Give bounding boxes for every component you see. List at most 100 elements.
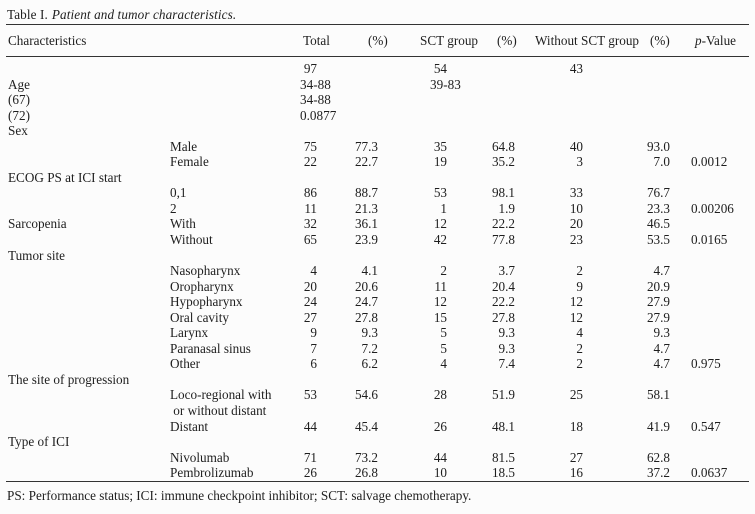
cell-without-sct-pct: 37.2 bbox=[646, 465, 671, 481]
cell-total bbox=[290, 372, 317, 388]
row-sublabel: Nasopharynx bbox=[170, 263, 241, 279]
cell-without-sct-pct bbox=[583, 57, 670, 77]
row-sublabel bbox=[170, 92, 290, 108]
cell-sct-pct: 51.9 bbox=[491, 387, 516, 403]
cell-total: 0.0877 bbox=[300, 107, 337, 123]
cell-without-sct: 20 bbox=[569, 216, 584, 232]
row-sublabel: Female bbox=[170, 154, 209, 170]
table-row: Pembrolizumab 26 26.8 10 18.5 16 37.2 0.0637 bbox=[6, 465, 749, 481]
cell-p-value bbox=[670, 372, 749, 388]
cell-sct bbox=[378, 248, 447, 264]
cell-without-sct-pct bbox=[583, 77, 670, 93]
row-label bbox=[6, 356, 170, 372]
cell-p-value: 0.975 bbox=[691, 356, 721, 372]
cell-sct: 12 bbox=[433, 294, 448, 310]
cell-total-pct: 88.7 bbox=[354, 185, 379, 201]
cell-sct: 5 bbox=[440, 340, 448, 356]
cell-total: 86 bbox=[303, 185, 318, 201]
col-header-without-sct-pct: (%) bbox=[650, 32, 670, 48]
row-label bbox=[6, 310, 170, 326]
table-row: Sex bbox=[6, 123, 749, 139]
cell-total-pct: 4.1 bbox=[361, 263, 379, 279]
table-row: Male 75 77.3 35 64.8 40 93.0 bbox=[6, 139, 749, 155]
cell-sct bbox=[378, 434, 447, 450]
col-header-characteristics: Characteristics bbox=[8, 32, 87, 48]
cell-sct: 5 bbox=[440, 325, 448, 341]
row-sublabel: Paranasal sinus bbox=[170, 340, 251, 356]
row-sublabel bbox=[170, 434, 290, 450]
cell-without-sct-pct bbox=[583, 92, 670, 108]
row-label bbox=[6, 263, 170, 279]
cell-total-pct bbox=[317, 123, 378, 139]
table-title: Table I. Patient and tumor characteristic… bbox=[6, 7, 749, 23]
cell-sct: 15 bbox=[433, 309, 448, 325]
table-row: Larynx 9 9.3 5 9.3 4 9.3 bbox=[6, 325, 749, 341]
table-row: Other 6 6.2 4 7.4 2 4.7 0.975 bbox=[6, 356, 749, 372]
table-footnote: PS: Performance status; ICI: immune chec… bbox=[7, 487, 472, 503]
row-sublabel: Hypopharynx bbox=[170, 294, 243, 310]
row-sublabel: Oropharynx bbox=[170, 278, 234, 294]
cell-sct-pct: 3.7 bbox=[498, 263, 516, 279]
row-label bbox=[6, 387, 170, 418]
cell-total-pct: 77.3 bbox=[354, 138, 379, 154]
cell-sct-pct bbox=[447, 123, 515, 139]
cell-sct: 39-83 bbox=[430, 76, 461, 92]
cell-total: 4 bbox=[310, 263, 318, 279]
cell-sct: 4 bbox=[440, 356, 448, 372]
cell-sct-pct: 1.9 bbox=[498, 200, 516, 216]
cell-total-pct bbox=[317, 170, 378, 186]
cell-sct: 28 bbox=[433, 387, 448, 403]
table-row: Nasopharynx 4 4.1 2 3.7 2 4.7 bbox=[6, 263, 749, 279]
cell-p-value bbox=[670, 170, 749, 186]
cell-p-value: 0.0012 bbox=[691, 154, 728, 170]
row-label bbox=[6, 232, 170, 248]
cell-total: 97 bbox=[303, 61, 318, 76]
cell-p-value: 0.547 bbox=[691, 418, 721, 434]
cell-sct: 26 bbox=[433, 418, 448, 434]
cell-sct: 11 bbox=[434, 278, 448, 294]
cell-total-pct: 21.3 bbox=[354, 200, 379, 216]
cell-total-pct bbox=[317, 434, 378, 450]
row-sublabel: Larynx bbox=[170, 325, 209, 341]
cell-sct-pct bbox=[447, 248, 515, 264]
cell-sct-pct bbox=[447, 372, 515, 388]
table-row: Paranasal sinus 7 7.2 5 9.3 2 4.7 bbox=[6, 341, 749, 357]
row-label bbox=[6, 279, 170, 295]
cell-sct-pct: 9.3 bbox=[498, 340, 516, 356]
cell-without-sct-pct: 76.7 bbox=[646, 185, 671, 201]
cell-without-sct-pct: 4.7 bbox=[653, 356, 671, 372]
table-row: Tumor site bbox=[6, 248, 749, 264]
cell-without-sct bbox=[515, 92, 583, 108]
cell-without-sct bbox=[515, 170, 583, 186]
cell-sct-pct: 81.5 bbox=[491, 449, 516, 465]
row-label bbox=[6, 57, 170, 77]
row-label bbox=[6, 185, 170, 201]
row-label bbox=[6, 465, 170, 481]
row-sublabel: Nivolumab bbox=[170, 449, 230, 465]
cell-p-value: 0.00206 bbox=[691, 200, 734, 216]
row-label: The site of progression bbox=[8, 371, 130, 387]
table-title-prefix: Table I. bbox=[7, 7, 48, 22]
cell-without-sct: 9 bbox=[576, 278, 584, 294]
row-sublabel: 0,1 bbox=[170, 185, 187, 201]
table-row: ECOG PS at ICI start bbox=[6, 170, 749, 186]
cell-without-sct-pct: 53.5 bbox=[646, 232, 671, 248]
cell-sct: 2 bbox=[440, 263, 448, 279]
row-label bbox=[6, 139, 170, 155]
cell-sct bbox=[378, 170, 447, 186]
cell-without-sct: 2 bbox=[576, 356, 584, 372]
cell-total: 65 bbox=[303, 232, 318, 248]
row-label: Tumor site bbox=[8, 247, 66, 263]
cell-without-sct: 4 bbox=[576, 325, 584, 341]
cell-total-pct: 45.4 bbox=[354, 418, 379, 434]
cell-total: 22 bbox=[303, 154, 318, 170]
cell-sct-pct bbox=[447, 57, 515, 77]
row-sublabel: 2 bbox=[170, 200, 177, 216]
cell-without-sct-pct bbox=[583, 123, 670, 139]
cell-p-value bbox=[670, 248, 749, 264]
cell-total: 20 bbox=[303, 278, 318, 294]
cell-sct-pct: 27.8 bbox=[491, 309, 516, 325]
cell-without-sct-pct bbox=[583, 434, 670, 450]
table-row: Sarcopenia With 32 36.1 12 22.2 20 46.5 bbox=[6, 216, 749, 232]
cell-sct-pct: 35.2 bbox=[491, 154, 516, 170]
